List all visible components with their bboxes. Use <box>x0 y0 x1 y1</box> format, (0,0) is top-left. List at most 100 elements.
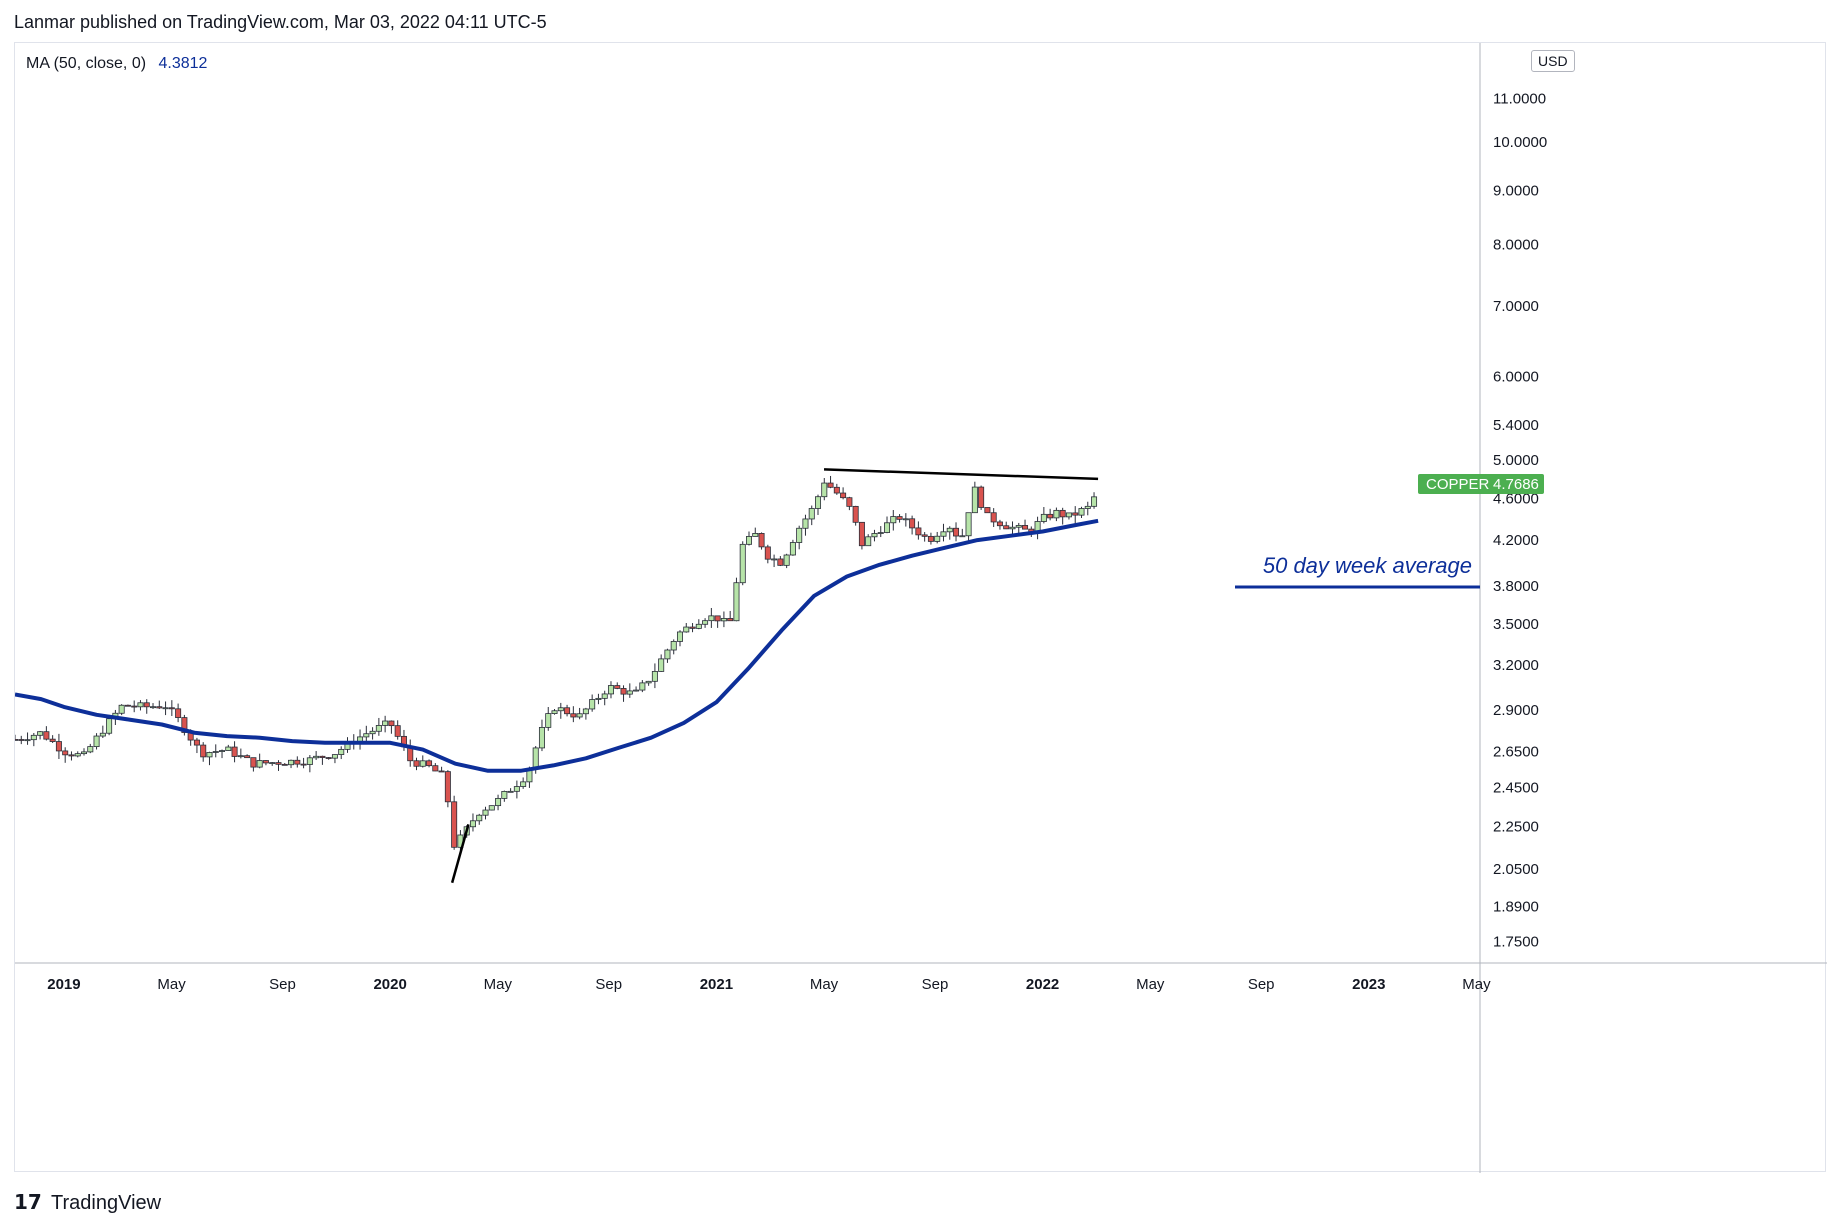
price-axis[interactable]: 11.0000 10.0000 9.0000 8.0000 7.0000 6.0000 5.… <box>1493 90 1547 950</box>
ma-layer[interactable] <box>15 518 1099 773</box>
candle-down[interactable] <box>294 756 301 768</box>
candle-up[interactable] <box>1040 507 1047 524</box>
candle-up[interactable] <box>796 525 803 550</box>
candle-up[interactable] <box>1065 512 1072 520</box>
candle-down[interactable] <box>49 735 56 744</box>
candle-up[interactable] <box>789 539 796 556</box>
candle-down[interactable] <box>407 739 414 767</box>
candle-down[interactable] <box>852 505 859 526</box>
candle-up[interactable] <box>752 527 759 537</box>
candle-up[interactable] <box>507 788 514 793</box>
candle-down[interactable] <box>758 532 765 550</box>
candle-up[interactable] <box>664 648 671 663</box>
candle-up[interactable] <box>150 703 157 709</box>
candle-down[interactable] <box>764 544 771 564</box>
candle-down[interactable] <box>388 720 395 734</box>
candle-up[interactable] <box>884 516 891 534</box>
candle-up[interactable] <box>695 619 702 630</box>
candle-down[interactable] <box>156 700 163 710</box>
candle-up[interactable] <box>81 748 88 756</box>
candle-down[interactable] <box>827 475 834 489</box>
candle-up[interactable] <box>137 700 144 711</box>
candle-up[interactable] <box>520 777 527 789</box>
candle-up[interactable] <box>288 759 295 769</box>
candle-up[interactable] <box>959 528 966 538</box>
candle-down[interactable] <box>896 514 903 523</box>
candle-up[interactable] <box>338 746 345 760</box>
candle-up[interactable] <box>375 717 382 736</box>
candle-down[interactable] <box>915 521 922 540</box>
candle-up[interactable] <box>1009 521 1016 535</box>
candle-up[interactable] <box>495 794 502 811</box>
candle-up[interactable] <box>1034 516 1041 540</box>
candle-up[interactable] <box>344 737 351 753</box>
tradingview-footer[interactable]: 17 TradingView <box>14 1190 161 1215</box>
candle-up[interactable] <box>482 806 489 820</box>
candle-down[interactable] <box>18 735 25 745</box>
candle-down[interactable] <box>846 496 853 511</box>
candle-up[interactable] <box>783 553 790 569</box>
candle-up[interactable] <box>369 727 376 740</box>
candle-up[interactable] <box>808 505 815 526</box>
candle-up[interactable] <box>670 639 677 655</box>
candle-down[interactable] <box>394 720 401 740</box>
candle-up[interactable] <box>513 780 520 799</box>
candle-up[interactable] <box>607 681 614 699</box>
candle-down[interactable] <box>1072 506 1079 524</box>
candle-up[interactable] <box>802 514 809 536</box>
candle-up[interactable] <box>93 733 100 750</box>
candle-up[interactable] <box>162 701 169 716</box>
candle-up[interactable] <box>626 683 633 698</box>
candle-down[interactable] <box>250 757 257 772</box>
candle-up[interactable] <box>934 531 941 544</box>
candle-up[interactable] <box>313 751 320 761</box>
candle-up[interactable] <box>676 630 683 647</box>
candle-down[interactable] <box>175 703 182 723</box>
candle-down[interactable] <box>193 737 200 754</box>
candle-up[interactable] <box>576 707 583 720</box>
candle-up[interactable] <box>683 623 690 633</box>
candle-up[interactable] <box>865 534 872 547</box>
candle-down[interactable] <box>281 762 288 766</box>
candle-down[interactable] <box>231 741 238 763</box>
candle-down[interactable] <box>62 747 69 763</box>
candle-up[interactable] <box>708 607 715 628</box>
candle-up[interactable] <box>1053 507 1060 522</box>
price-chart[interactable]: 11.0000 10.0000 9.0000 8.0000 7.0000 6.0000 5.… <box>15 43 1827 1173</box>
candle-up[interactable] <box>871 529 878 542</box>
candle-up[interactable] <box>890 510 897 531</box>
candle-up[interactable] <box>971 481 978 514</box>
time-axis[interactable]: 2019 May Sep 2020 May Sep 2021 May Sep 2022 May Sep… <box>47 976 1491 993</box>
candle-up[interactable] <box>557 702 564 719</box>
candle-up[interactable] <box>821 478 828 501</box>
candle-up[interactable] <box>87 743 94 754</box>
chart-frame[interactable]: 11.0000 10.0000 9.0000 8.0000 7.0000 6.0000 5.… <box>14 42 1827 1173</box>
candle-up[interactable] <box>645 680 652 686</box>
candle-down[interactable] <box>953 522 960 542</box>
candle-up[interactable] <box>219 749 226 759</box>
candle-down[interactable] <box>124 704 131 707</box>
candle-up[interactable] <box>476 813 483 825</box>
candle-up[interactable] <box>771 554 778 568</box>
candle-up[interactable] <box>633 686 640 692</box>
candle-down[interactable] <box>984 507 991 514</box>
candle-up[interactable] <box>940 523 947 542</box>
candle-down[interactable] <box>927 532 934 545</box>
candle-down[interactable] <box>426 759 433 768</box>
candle-up[interactable] <box>357 729 364 750</box>
candle-down[interactable] <box>996 519 1003 530</box>
candle-up[interactable] <box>331 754 338 764</box>
candle-up[interactable] <box>595 693 602 705</box>
candles-layer[interactable] <box>15 475 1098 851</box>
candle-up[interactable] <box>902 513 909 527</box>
candle-down[interactable] <box>777 556 784 567</box>
candle-up[interactable] <box>651 663 658 689</box>
candle-down[interactable] <box>451 795 458 850</box>
ma-50-line[interactable] <box>15 518 1099 773</box>
candle-down[interactable] <box>68 751 75 761</box>
candle-down[interactable] <box>438 766 445 773</box>
candle-down[interactable] <box>131 700 138 713</box>
candle-down[interactable] <box>444 770 451 808</box>
candle-up[interactable] <box>545 707 552 731</box>
candle-up[interactable] <box>501 790 508 802</box>
